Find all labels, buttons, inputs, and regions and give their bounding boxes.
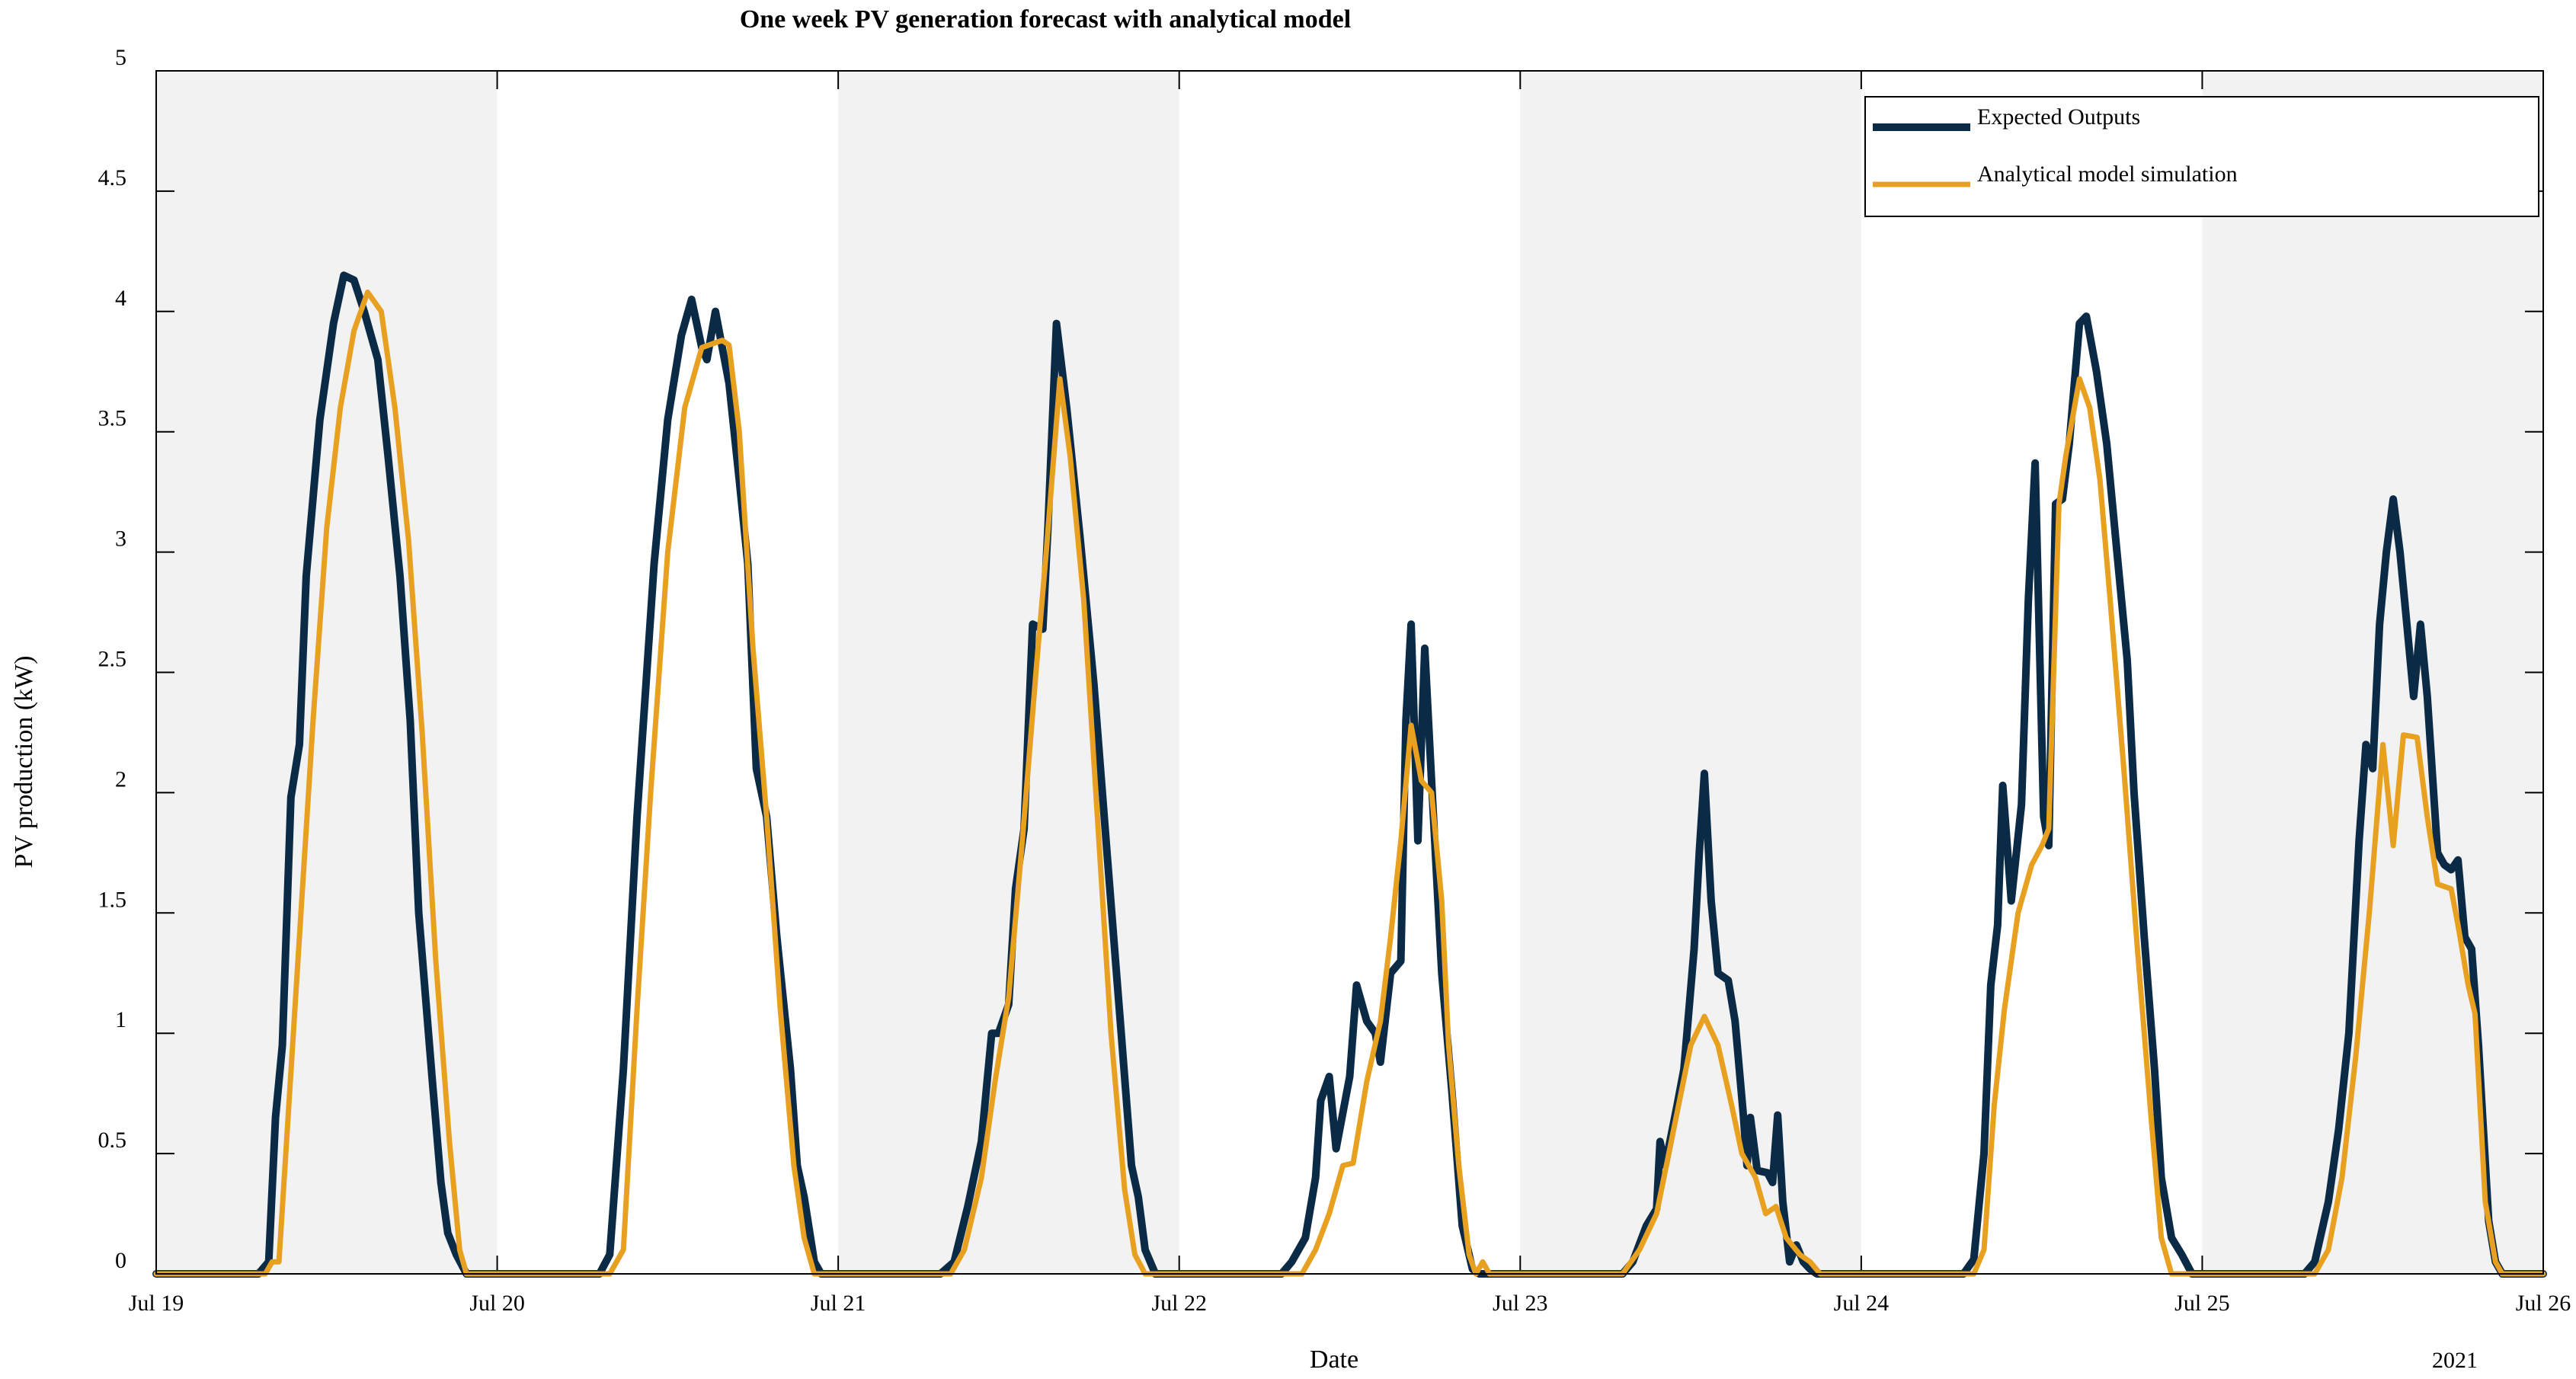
day-bands xyxy=(156,71,2543,1274)
y-tick-label-6: 3 xyxy=(115,526,126,552)
day-band-3 xyxy=(2202,71,2543,1274)
chart-title: One week PV generation forecast with ana… xyxy=(740,5,1351,34)
y-tick-label-5: 2.5 xyxy=(98,647,127,672)
x-tick-label-4: Jul 23 xyxy=(1493,1291,1548,1316)
legend-box xyxy=(1864,96,2539,217)
y-axis-label: PV production (kW) xyxy=(10,656,38,869)
y-tick-label-10: 5 xyxy=(115,45,126,70)
day-band-2 xyxy=(1520,71,1861,1274)
x-axis-label: Date xyxy=(1310,1345,1358,1374)
series-line-expected xyxy=(152,271,2547,1278)
y-tick-label-9: 4.5 xyxy=(98,165,127,190)
y-tick-label-3: 1.5 xyxy=(98,887,127,912)
y-tick-label-4: 2 xyxy=(115,766,126,792)
plot-frame xyxy=(155,70,2544,1275)
legend-label-expected: Expected Outputs xyxy=(1977,104,2140,130)
x-tick-label-5: Jul 24 xyxy=(1834,1291,1890,1316)
x-tick-label-3: Jul 22 xyxy=(1151,1291,1207,1316)
x-tick-label-2: Jul 21 xyxy=(811,1291,866,1316)
y-tick-label-2: 1 xyxy=(115,1007,126,1032)
legend: Expected Outputs Analytical model simula… xyxy=(1864,96,2539,217)
y-tick-label-0: 0 xyxy=(115,1248,126,1273)
series-lines xyxy=(152,271,2547,1278)
y-tick-label-8: 4 xyxy=(115,286,126,311)
series-line-analytical xyxy=(153,290,2546,1277)
y-tick-label-1: 0.5 xyxy=(98,1128,127,1153)
legend-label-analytical: Analytical model simulation xyxy=(1977,162,2238,187)
x-tick-label-6: Jul 25 xyxy=(2174,1291,2230,1316)
year-label: 2021 xyxy=(2432,1348,2478,1373)
x-tick-label-0: Jul 19 xyxy=(129,1291,184,1316)
tick-labels: Jul 19 Jul 20 Jul 21 Jul 22 Jul 23 Jul 24 Jul … xyxy=(98,45,2571,1316)
x-tick-label-1: Jul 20 xyxy=(469,1291,525,1316)
y-tick-label-7: 3.5 xyxy=(98,406,127,431)
day-band-0 xyxy=(156,71,498,1274)
x-tick-label-7: Jul 26 xyxy=(2516,1291,2571,1316)
